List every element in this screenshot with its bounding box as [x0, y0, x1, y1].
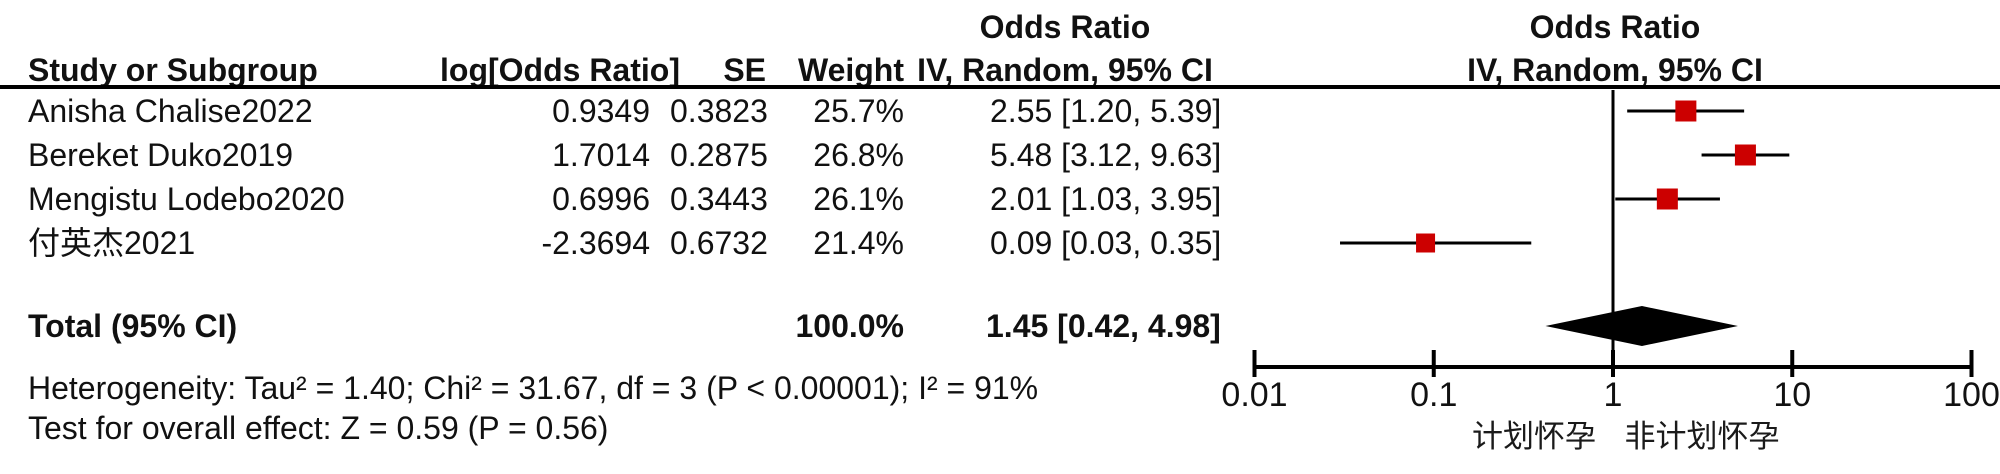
x-axis-tick-label: 1 — [1604, 376, 1623, 414]
total-ci-text: 1.45 [0.42, 4.98] — [986, 308, 1221, 344]
or-marker — [1416, 233, 1436, 253]
x-axis-tick-label: 0.1 — [1410, 376, 1457, 414]
x-axis-tick-label: 100 — [1943, 376, 2000, 414]
se-value: 0.3443 — [670, 181, 768, 217]
plot-column-subtitle: IV, Random, 95% CI — [1467, 52, 1763, 88]
ci-text: 2.55 [1.20, 5.39] — [990, 93, 1222, 129]
heterogeneity-stats: Heterogeneity: Tau² = 1.40; Chi² = 31.67… — [28, 370, 1039, 406]
study-row: 付英杰2021 -2.3694 0.6732 21.4% 0.09 [0.03,… — [0, 221, 1250, 265]
total-label: Total (95% CI) — [28, 308, 238, 344]
study-row: Anisha Chalise2022 0.9349 0.3823 25.7% 2… — [0, 89, 1250, 133]
log-or-value: 0.9349 — [552, 93, 650, 129]
total-row: Total (95% CI) 100.0% 1.45 [0.42, 4.98] — [0, 304, 1250, 348]
x-axis-tick-label: 0.01 — [1221, 376, 1287, 414]
study-name: Bereket Duko2019 — [28, 137, 294, 173]
total-weight: 100.0% — [795, 308, 904, 344]
axis-label-left-planned-pregnancy: 计划怀孕 — [1472, 419, 1596, 454]
study-row: Mengistu Lodebo2020 0.6996 0.3443 26.1% … — [0, 177, 1250, 221]
plot-column-title: Odds Ratio — [1529, 9, 1701, 45]
study-name: Mengistu Lodebo2020 — [28, 181, 345, 217]
study-name: 付英杰2021 — [28, 225, 196, 261]
ci-text: 5.48 [3.12, 9.63] — [990, 137, 1222, 173]
summary-diamond — [1545, 306, 1738, 346]
or-marker — [1675, 100, 1697, 122]
header-log-or: log[Odds Ratio] — [440, 52, 680, 88]
se-value: 0.3823 — [670, 93, 768, 129]
weight-value: 26.1% — [813, 181, 904, 217]
header-weight: Weight — [797, 52, 904, 88]
ci-text: 0.09 [0.03, 0.35] — [990, 225, 1222, 261]
header-rule — [0, 85, 2000, 89]
log-or-value: 1.7014 — [552, 137, 650, 173]
study-row: Bereket Duko2019 1.7014 0.2875 26.8% 5.4… — [0, 133, 1250, 177]
or-marker — [1734, 144, 1756, 166]
x-axis-tick-label: 10 — [1773, 376, 1811, 414]
or-marker — [1656, 188, 1678, 210]
header-study: Study or Subgroup — [28, 52, 318, 88]
log-or-value: -2.3694 — [541, 225, 650, 261]
weight-value: 25.7% — [813, 93, 904, 129]
weight-value: 26.8% — [813, 137, 904, 173]
header-se: SE — [723, 52, 766, 88]
study-name: Anisha Chalise2022 — [28, 93, 313, 129]
effect-column-subtitle: IV, Random, 95% CI — [917, 52, 1213, 88]
overall-effect-test: Test for overall effect: Z = 0.59 (P = 0… — [28, 410, 609, 446]
table-header-row: Study or Subgroup log[Odds Ratio] SE Wei… — [0, 48, 1250, 92]
se-value: 0.2875 — [670, 137, 768, 173]
axis-label-right-unplanned-pregnancy: 非计划怀孕 — [1624, 419, 1780, 454]
ci-text: 2.01 [1.03, 3.95] — [990, 181, 1222, 217]
log-or-value: 0.6996 — [552, 181, 650, 217]
se-value: 0.6732 — [670, 225, 768, 261]
effect-column-title: Odds Ratio — [979, 9, 1151, 45]
weight-value: 21.4% — [813, 225, 904, 261]
